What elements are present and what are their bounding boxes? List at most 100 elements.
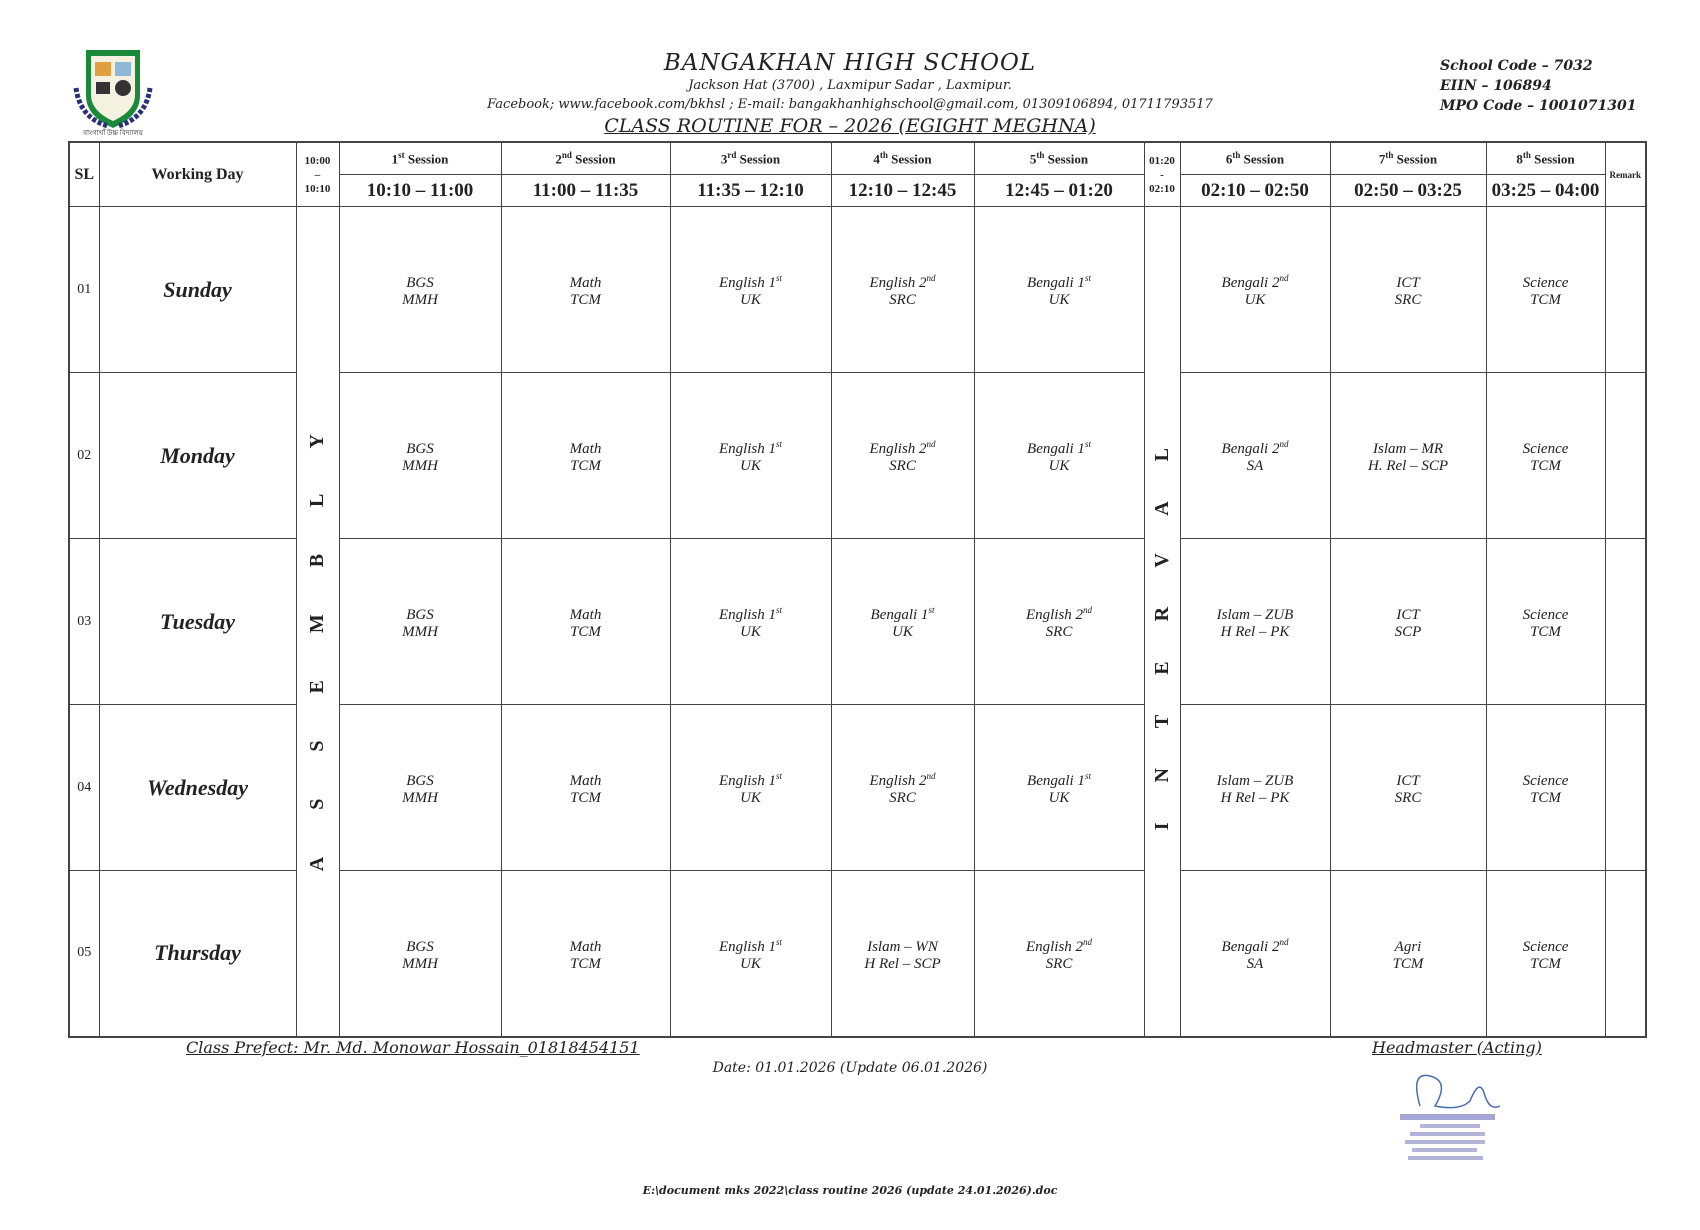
session-time-4: 12:10 – 12:45 [830,174,975,207]
class-cell: Math TCM [500,704,671,871]
class-cell: Science TCM [1485,704,1606,871]
class-cell: English 2nd SRC [830,372,975,539]
class-cell: Bengali 1st UK [973,704,1145,871]
class-cell: Agri TCM [1329,870,1487,1037]
school-codes: School Code – 7032 EIIN – 106894 MPO Cod… [1440,56,1636,116]
session-header-2: 2nd Session [500,141,671,175]
remark-cell [1604,372,1647,539]
class-cell: Islam – ZUB H Rel – PK [1179,538,1331,705]
class-prefect: Class Prefect: Mr. Md. Monowar Hossain_0… [186,1038,640,1057]
class-cell: Bengali 1st UK [830,538,975,705]
eiin: EIIN – 106894 [1440,78,1552,94]
row-day: Tuesday [98,538,297,705]
session-header-7: 7th Session [1329,141,1487,175]
sl-header: SL [68,141,100,207]
table-row-tuesday: 03 Tuesday BGS MMH Math TCM English 1st UK Benga… [68,538,1647,705]
remark-cell [1604,870,1647,1037]
class-cell: Math TCM [500,372,671,539]
class-cell: English 1st UK [669,704,832,871]
class-cell: Math TCM [500,206,671,373]
session-header-5: 5th Session [973,141,1145,175]
assembly-time-header: 10:00 – 10:10 [295,141,340,207]
routine-table: SL Working Day 10:00 – 10:10 1st Session… [68,141,1647,1038]
session-time-5: 12:45 – 01:20 [973,174,1145,207]
mpo-code: MPO Code – 1001071301 [1440,98,1637,114]
class-cell: English 1st UK [669,206,832,373]
school-name: BANGAKHAN HIGH SCHOOL [663,50,1037,76]
class-cell: Bengali 2nd SA [1179,870,1331,1037]
interval-label: INTERVAL [1150,407,1173,830]
remark-cell [1604,538,1647,705]
row-sl: 02 [68,372,100,539]
class-cell: Math TCM [500,538,671,705]
row-sl: 01 [68,206,100,373]
session-time-7: 02:50 – 03:25 [1329,174,1487,207]
class-cell: English 1st UK [669,538,832,705]
school-address: Jackson Hat (3700) , Laxmipur Sadar , La… [688,78,1012,93]
interval-time-header: 01:20-02:10 [1143,141,1181,207]
assembly-column: ASSEMBLY [295,206,340,1037]
session-time-6: 02:10 – 02:50 [1179,174,1331,207]
interval-column: INTERVAL [1143,206,1181,1037]
logo-text: বাংগাখাঁ উচ্চ বিদ্যালয় [82,128,144,136]
row-sl: 05 [68,870,100,1037]
session-time-1: 10:10 – 11:00 [338,174,502,207]
class-cell: English 2nd SRC [830,206,975,373]
session-time-3: 11:35 – 12:10 [669,174,832,207]
class-cell: Science TCM [1485,538,1606,705]
assembly-end: 10:10 [304,182,331,195]
row-day: Sunday [98,206,297,373]
class-cell: Islam – MR H. Rel – SCP [1329,372,1487,539]
assembly-start: 10:00 [304,154,331,167]
class-cell: ICT SCP [1329,538,1487,705]
class-cell: ICT SRC [1329,206,1487,373]
routine-title: CLASS ROUTINE FOR – 2026 (EGIGHT MEGHNA) [604,115,1096,137]
session-time-8: 03:25 – 04:00 [1485,174,1606,207]
assembly-dash: – [314,168,321,181]
class-cell: Science TCM [1485,206,1606,373]
class-cell: Islam – ZUB H Rel – PK [1179,704,1331,871]
session-header-8: 8th Session [1485,141,1606,175]
school-contact: Facebook; www.facebook.com/bkhsl ; E-mai… [487,97,1213,112]
row-day: Monday [98,372,297,539]
assembly-label: ASSEMBLY [306,386,328,871]
row-day: Wednesday [98,704,297,871]
class-cell: BGS MMH [338,704,502,871]
class-cell: English 1st UK [669,870,832,1037]
headmaster-label: Headmaster (Acting) [1372,1038,1542,1057]
class-cell: BGS MMH [338,372,502,539]
class-cell: Science TCM [1485,870,1606,1037]
session-header-1: 1st Session [338,141,502,175]
table-row-thursday: 05 Thursday BGS MMH Math TCM English 1st UK Isla… [68,870,1647,1037]
class-cell: Science TCM [1485,372,1606,539]
table-row-monday: 02 Monday BGS MMH Math TCM English 1st UK Englis… [68,372,1647,539]
table-row-sunday: 01 Sunday ASSEMBLY BGS MMH Math TCM English 1st… [68,206,1647,1037]
file-path: E:\document mks 2022\class routine 2026 … [642,1184,1058,1197]
session-header-6: 6th Session [1179,141,1331,175]
headmaster-signature-stamp [1400,1074,1501,1160]
class-cell: English 2nd SRC [973,538,1145,705]
session-header-3: 3rd Session [669,141,832,175]
row-day: Thursday [98,870,297,1037]
row-sl: 03 [68,538,100,705]
class-cell: BGS MMH [338,538,502,705]
class-cell: Bengali 2nd SA [1179,372,1331,539]
row-sl: 04 [68,704,100,871]
class-cell: Islam – WN H Rel – SCP [830,870,975,1037]
class-cell: Math TCM [500,870,671,1037]
remark-header: Remark [1604,141,1647,207]
class-cell: English 2nd SRC [830,704,975,871]
working-day-header: Working Day [98,141,297,207]
table-row-wednesday: 04 Wednesday BGS MMH Math TCM English 1st UK Eng… [68,704,1647,871]
class-cell: BGS MMH [338,206,502,373]
remark-cell [1604,704,1647,871]
class-cell: Bengali 2nd UK [1179,206,1331,373]
class-cell: BGS MMH [338,870,502,1037]
class-cell: English 1st UK [669,372,832,539]
session-time-2: 11:00 – 11:35 [500,174,671,207]
class-cell: Bengali 1st UK [973,372,1145,539]
session-header-4: 4th Session [830,141,975,175]
school-logo: বাংগাখাঁ উচ্চ বিদ্যালয় [73,50,153,136]
remark-cell [1604,206,1647,373]
class-cell: English 2nd SRC [973,870,1145,1037]
